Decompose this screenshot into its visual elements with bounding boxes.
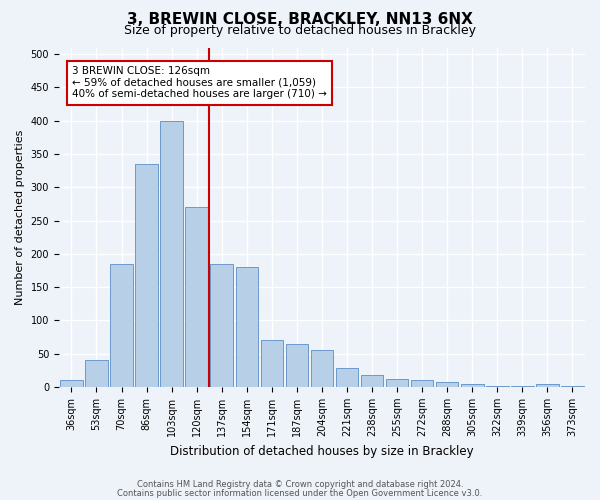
Bar	[260, 340, 283, 387]
Bar	[85, 360, 108, 387]
Bar	[411, 380, 433, 387]
Bar	[436, 382, 458, 387]
X-axis label: Distribution of detached houses by size in Brackley: Distribution of detached houses by size …	[170, 444, 474, 458]
Bar	[185, 207, 208, 387]
Text: Size of property relative to detached houses in Brackley: Size of property relative to detached ho…	[124, 24, 476, 37]
Bar	[511, 386, 533, 387]
Y-axis label: Number of detached properties: Number of detached properties	[15, 130, 25, 305]
Bar	[211, 264, 233, 387]
Bar	[60, 380, 83, 387]
Bar	[286, 344, 308, 387]
Bar	[486, 386, 509, 387]
Bar	[361, 375, 383, 387]
Text: 3 BREWIN CLOSE: 126sqm
← 59% of detached houses are smaller (1,059)
40% of semi-: 3 BREWIN CLOSE: 126sqm ← 59% of detached…	[72, 66, 327, 100]
Bar	[336, 368, 358, 387]
Bar	[536, 384, 559, 387]
Bar	[561, 386, 584, 387]
Bar	[311, 350, 333, 387]
Text: Contains public sector information licensed under the Open Government Licence v3: Contains public sector information licen…	[118, 488, 482, 498]
Text: Contains HM Land Registry data © Crown copyright and database right 2024.: Contains HM Land Registry data © Crown c…	[137, 480, 463, 489]
Text: 3, BREWIN CLOSE, BRACKLEY, NN13 6NX: 3, BREWIN CLOSE, BRACKLEY, NN13 6NX	[127, 12, 473, 28]
Bar	[136, 164, 158, 387]
Bar	[386, 379, 409, 387]
Bar	[236, 267, 258, 387]
Bar	[461, 384, 484, 387]
Bar	[110, 264, 133, 387]
Bar	[160, 120, 183, 387]
